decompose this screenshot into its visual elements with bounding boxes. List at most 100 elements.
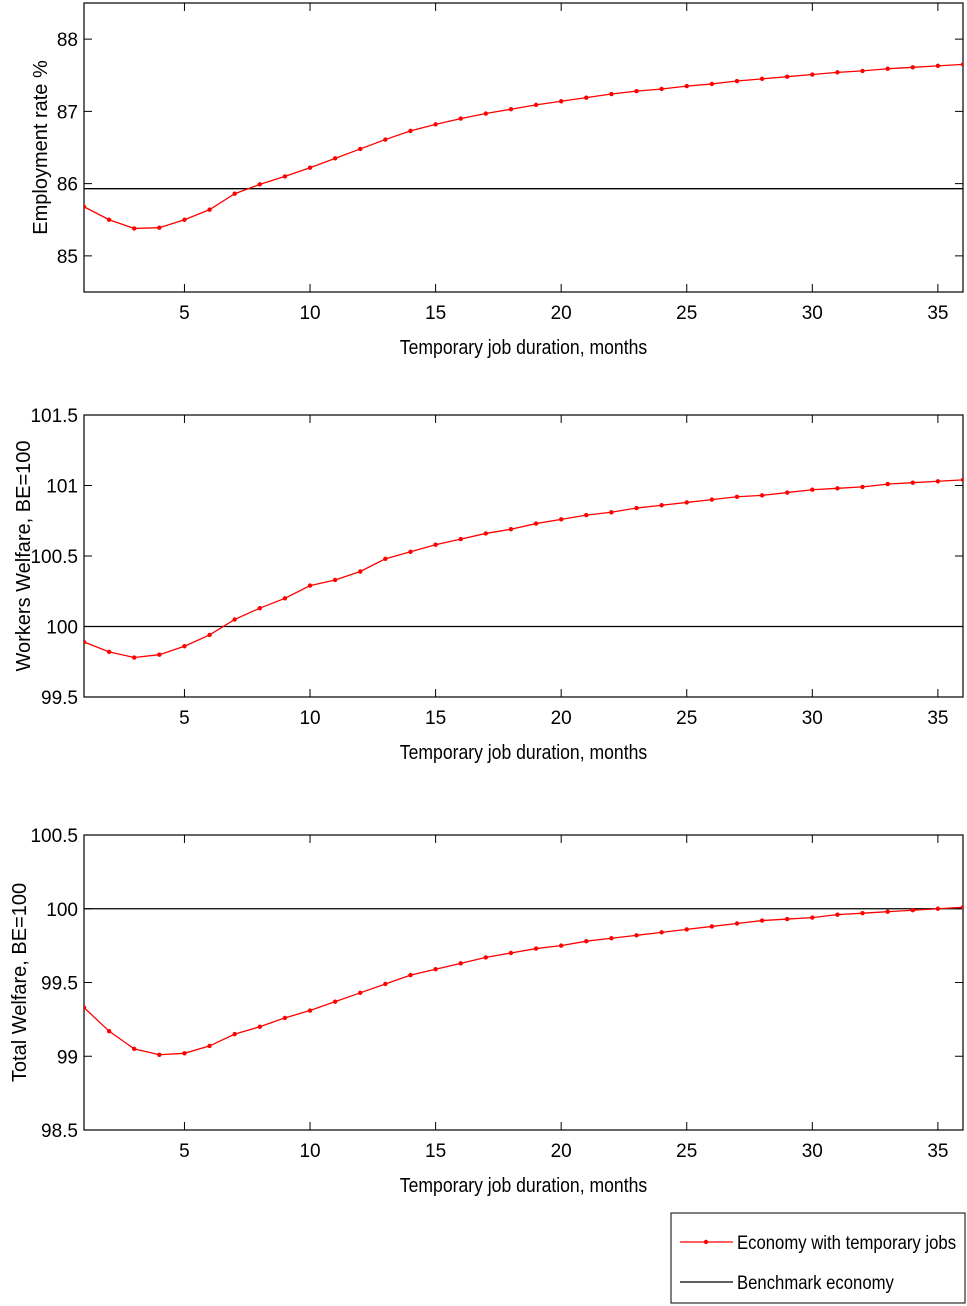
data-point	[282, 1015, 288, 1021]
data-point	[860, 484, 865, 490]
data-point	[584, 939, 589, 944]
x-axis-title: Temporary job duration, months	[400, 741, 647, 763]
data-point	[332, 999, 338, 1004]
data-point	[232, 1031, 237, 1037]
legend-label: Economy with temporary jobs	[737, 1232, 956, 1253]
data-point	[759, 76, 765, 82]
data-point	[132, 1046, 137, 1052]
chart-panel-1: 5 10 15 20 25 30 35 85 86 87 88 Temporary job durat…	[30, 2, 964, 358]
x-tick-label: 10	[299, 708, 320, 729]
data-point	[785, 74, 790, 79]
y-axis-title: Total Welfare, BE=100	[9, 883, 31, 1082]
temporary-jobs-line	[84, 479, 963, 659]
x-axis-title: Temporary job duration, months	[400, 336, 647, 358]
x-axis-title: Temporary job duration, months	[400, 1174, 647, 1196]
chart-panel-2: 5 10 15 20 25 30 35 99.5 100 100.5 101 101.5 Tempora…	[13, 406, 964, 763]
data-point	[558, 517, 564, 522]
y-axis-title: Workers Welfare, BE=100	[13, 440, 35, 671]
data-point	[106, 649, 112, 655]
x-tick-label: 5	[179, 303, 190, 324]
y-tick-label: 98.5	[41, 1121, 78, 1142]
data-point	[157, 1052, 162, 1057]
data-point	[458, 536, 463, 542]
data-point	[684, 500, 689, 505]
plot-series	[84, 905, 963, 1057]
data-point	[835, 912, 840, 917]
data-point	[458, 116, 463, 121]
temporary-jobs-line	[84, 63, 963, 230]
data-point	[207, 632, 212, 638]
data-point	[132, 226, 137, 231]
data-point	[734, 494, 740, 499]
legend: Economy with temporary jobs Benchmark eco…	[670, 1212, 966, 1304]
x-tick-label: 15	[425, 303, 446, 324]
data-point	[885, 66, 890, 71]
plot-series	[84, 477, 963, 660]
y-tick-label: 101.5	[30, 406, 78, 427]
x-tick-label: 30	[802, 708, 823, 729]
temporary-jobs-line	[84, 906, 963, 1056]
data-point	[508, 527, 514, 532]
data-point	[960, 477, 963, 483]
y-tick-label: 99.5	[41, 974, 78, 995]
legend-label: Benchmark economy	[737, 1272, 894, 1293]
data-point	[433, 122, 438, 127]
data-point	[810, 487, 815, 492]
x-tick-label: 25	[676, 303, 697, 324]
data-point	[282, 596, 288, 601]
data-point	[533, 521, 539, 526]
x-tick-label: 25	[676, 1141, 697, 1162]
chart-panel-3: 5 10 15 20 25 30 35 98.5 99 99.5 100 100.5 Temporary…	[9, 826, 964, 1196]
data-point	[935, 63, 941, 69]
data-point	[408, 549, 413, 554]
y-tick-label: 100.5	[30, 826, 78, 847]
plot-series	[84, 62, 963, 231]
data-point	[257, 1024, 262, 1029]
data-point	[84, 1005, 87, 1010]
data-point	[207, 1043, 212, 1049]
data-point	[358, 569, 363, 574]
y-axis-title: Employment rate %	[30, 60, 52, 235]
y-tick-label: 101	[46, 477, 78, 498]
data-point	[207, 207, 212, 212]
data-point	[910, 480, 915, 485]
data-point	[835, 70, 840, 75]
legend-box	[670, 1212, 966, 1304]
data-point	[860, 910, 865, 916]
data-point	[759, 918, 765, 923]
data-point	[684, 83, 689, 89]
data-point	[483, 111, 489, 116]
data-point	[885, 909, 890, 914]
data-point	[132, 655, 137, 660]
x-tick-label: 30	[802, 303, 823, 324]
data-point	[584, 95, 589, 100]
x-tick-label: 5	[179, 708, 190, 729]
data-point	[785, 490, 790, 495]
data-point	[609, 510, 614, 515]
data-point	[332, 577, 338, 583]
data-point	[307, 583, 313, 588]
plot-area-frame	[83, 2, 964, 293]
legend-marker	[703, 1239, 709, 1245]
x-tick-label: 35	[927, 1141, 948, 1162]
x-tick-label: 35	[927, 708, 948, 729]
data-point	[734, 78, 740, 84]
data-point	[508, 107, 514, 112]
data-point	[609, 91, 614, 97]
data-point	[508, 950, 514, 956]
data-point	[709, 81, 715, 87]
data-point	[307, 1008, 313, 1013]
x-tick-label: 20	[551, 708, 572, 729]
data-point	[659, 930, 664, 935]
data-point	[182, 1051, 187, 1056]
data-point	[910, 908, 915, 913]
data-point	[282, 174, 288, 179]
x-tick-label: 10	[299, 1141, 320, 1162]
data-point	[257, 605, 262, 611]
data-point	[810, 72, 815, 77]
data-point	[960, 62, 963, 67]
data-point	[408, 972, 413, 978]
data-point	[785, 916, 790, 922]
data-point	[558, 99, 564, 104]
